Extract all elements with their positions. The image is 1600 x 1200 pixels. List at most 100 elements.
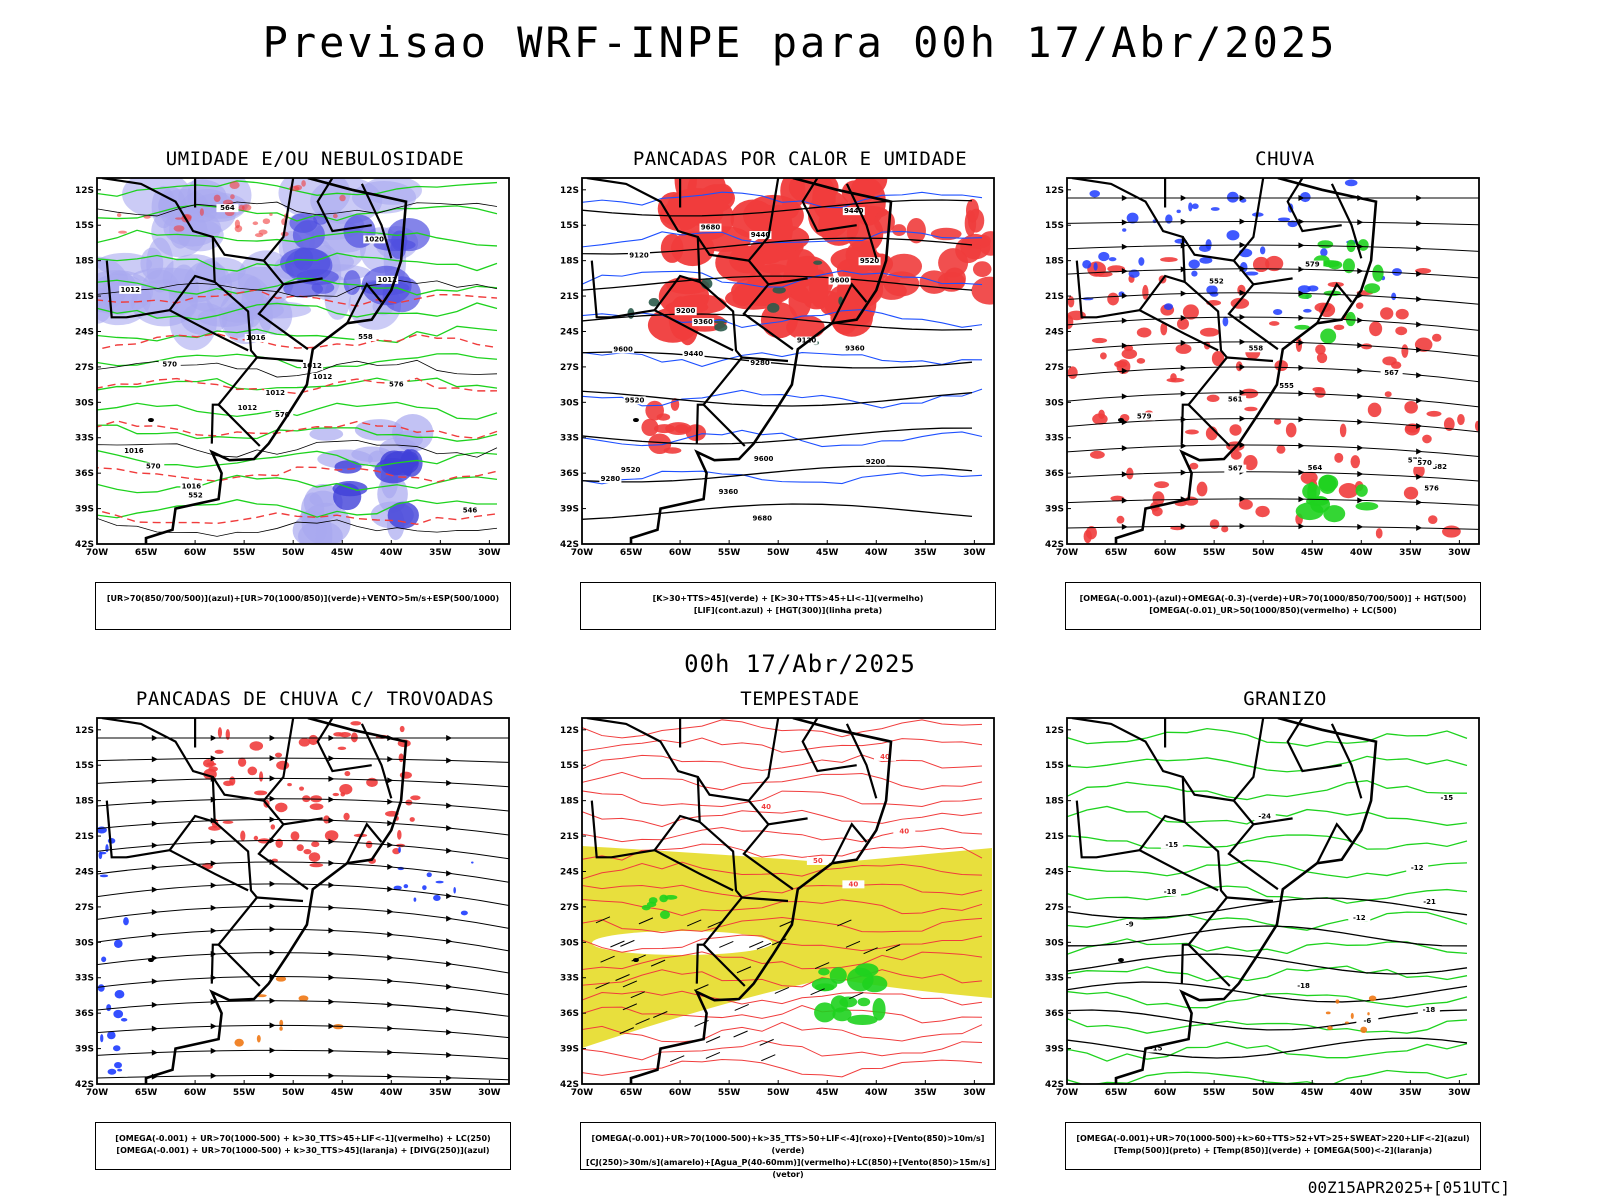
shaded-area: [1238, 499, 1253, 510]
shaded-area: [392, 414, 434, 452]
shaded-area: [114, 1061, 122, 1069]
panel-title: CHUVA: [1255, 148, 1315, 170]
shaded-area: [453, 886, 456, 894]
contour-line: [582, 1040, 983, 1061]
shaded-area: [1384, 391, 1392, 398]
shaded-area: [1107, 265, 1126, 273]
shaded-area: [1345, 311, 1356, 327]
contour-line: [582, 719, 983, 739]
shaded-area: [237, 757, 247, 767]
stream-arrow: [446, 780, 453, 787]
shaded-area: [648, 897, 658, 904]
stream-arrow: [269, 880, 276, 887]
coastline: [1114, 718, 1378, 1084]
height-contour: [582, 427, 973, 445]
shaded-area: [1457, 413, 1465, 426]
map-frame: [581, 177, 995, 545]
stream-arrow: [1180, 523, 1187, 530]
state-border: [654, 309, 734, 352]
contour-label: 50: [813, 857, 823, 865]
shaded-area: [1323, 505, 1346, 523]
stream-arrow: [151, 886, 158, 893]
stream-arrow: [328, 860, 335, 867]
shaded-area: [1414, 337, 1433, 352]
contour-label: 40: [849, 880, 859, 888]
shaded-area: [1380, 307, 1394, 320]
shaded-area: [1160, 257, 1178, 262]
wind-vector: [670, 1055, 685, 1063]
shaded-area: [118, 230, 128, 234]
contour-label-bg: [627, 251, 650, 260]
height-contour: [582, 313, 973, 331]
wind-vector: [635, 1018, 650, 1026]
state-border: [105, 800, 170, 859]
stream-arrow: [446, 802, 453, 809]
shaded-area: [298, 995, 309, 1002]
shaded-area: [1138, 257, 1145, 266]
shaded-area: [1182, 304, 1199, 320]
lat-label: 21S: [560, 832, 579, 842]
stream-arrow: [1416, 499, 1423, 506]
wind-vector: [810, 988, 825, 996]
contour-label: 564: [220, 204, 235, 212]
contour-label: 9440: [751, 231, 771, 239]
contour-label: 570: [146, 463, 161, 471]
state-border: [1075, 260, 1140, 319]
contour-line: [1067, 755, 1468, 773]
lat-label: 18S: [75, 797, 94, 807]
state-border: [1330, 183, 1363, 259]
lat-label: 24S: [1045, 327, 1064, 337]
shaded-area: [422, 885, 427, 891]
contour-label: 555: [1279, 382, 1294, 390]
shaded-area: [1244, 271, 1259, 276]
shaded-area: [1360, 1026, 1368, 1034]
stream-arrow: [151, 1001, 158, 1008]
lon-label: 60W: [184, 548, 207, 558]
contour-label: 1016: [246, 334, 266, 342]
state-border: [346, 822, 383, 864]
shaded-area: [1355, 502, 1379, 511]
shaded-area: [1176, 317, 1189, 330]
shaded-area: [1443, 417, 1455, 431]
shaded-area: [1272, 309, 1283, 316]
contour-label: 564: [1308, 464, 1323, 472]
stream-arrow: [1180, 218, 1187, 225]
stream-arrow: [269, 755, 276, 762]
contour-label: 9440: [844, 207, 864, 215]
stream-arrow: [1239, 389, 1246, 396]
shaded-area: [410, 795, 421, 801]
stream-arrow: [269, 735, 276, 741]
contour-label: -18: [1423, 1006, 1436, 1014]
contour-line: [582, 754, 983, 771]
lon-label: 45W: [816, 548, 839, 558]
panel-caption: [OMEGA(-0.001)+UR>70(1000-500)+k>60+TTS>…: [1065, 1122, 1481, 1170]
shaded-area: [1136, 327, 1152, 338]
shaded-area: [309, 863, 324, 868]
stream-arrow: [210, 860, 217, 867]
contour-line: [1067, 859, 1468, 879]
lon-label: 30W: [1448, 1088, 1471, 1098]
contour-label: 9360: [719, 488, 739, 496]
contour-line: [582, 771, 983, 791]
contour-line: [1067, 727, 1468, 747]
stream-arrow: [269, 997, 276, 1004]
contour-label: 9520: [621, 466, 641, 474]
contour-label: 552: [188, 491, 203, 499]
state-border: [586, 718, 746, 987]
shaded-area: [230, 194, 235, 200]
shaded-area: [972, 261, 992, 277]
contour-line: [582, 351, 983, 367]
contour-label: 567: [1228, 465, 1243, 473]
shaded-area: [1229, 424, 1242, 436]
shaded-area: [1316, 352, 1328, 364]
shaded-area: [279, 1026, 283, 1031]
stream-arrow: [1298, 390, 1305, 397]
stream-arrow: [1121, 292, 1128, 299]
shaded-area: [641, 418, 659, 437]
stream-arrow: [328, 796, 335, 803]
contour-label: -24: [1258, 812, 1271, 820]
stream-arrow: [446, 983, 453, 990]
shaded-area: [308, 852, 321, 862]
contour-label: 567: [1384, 369, 1399, 377]
